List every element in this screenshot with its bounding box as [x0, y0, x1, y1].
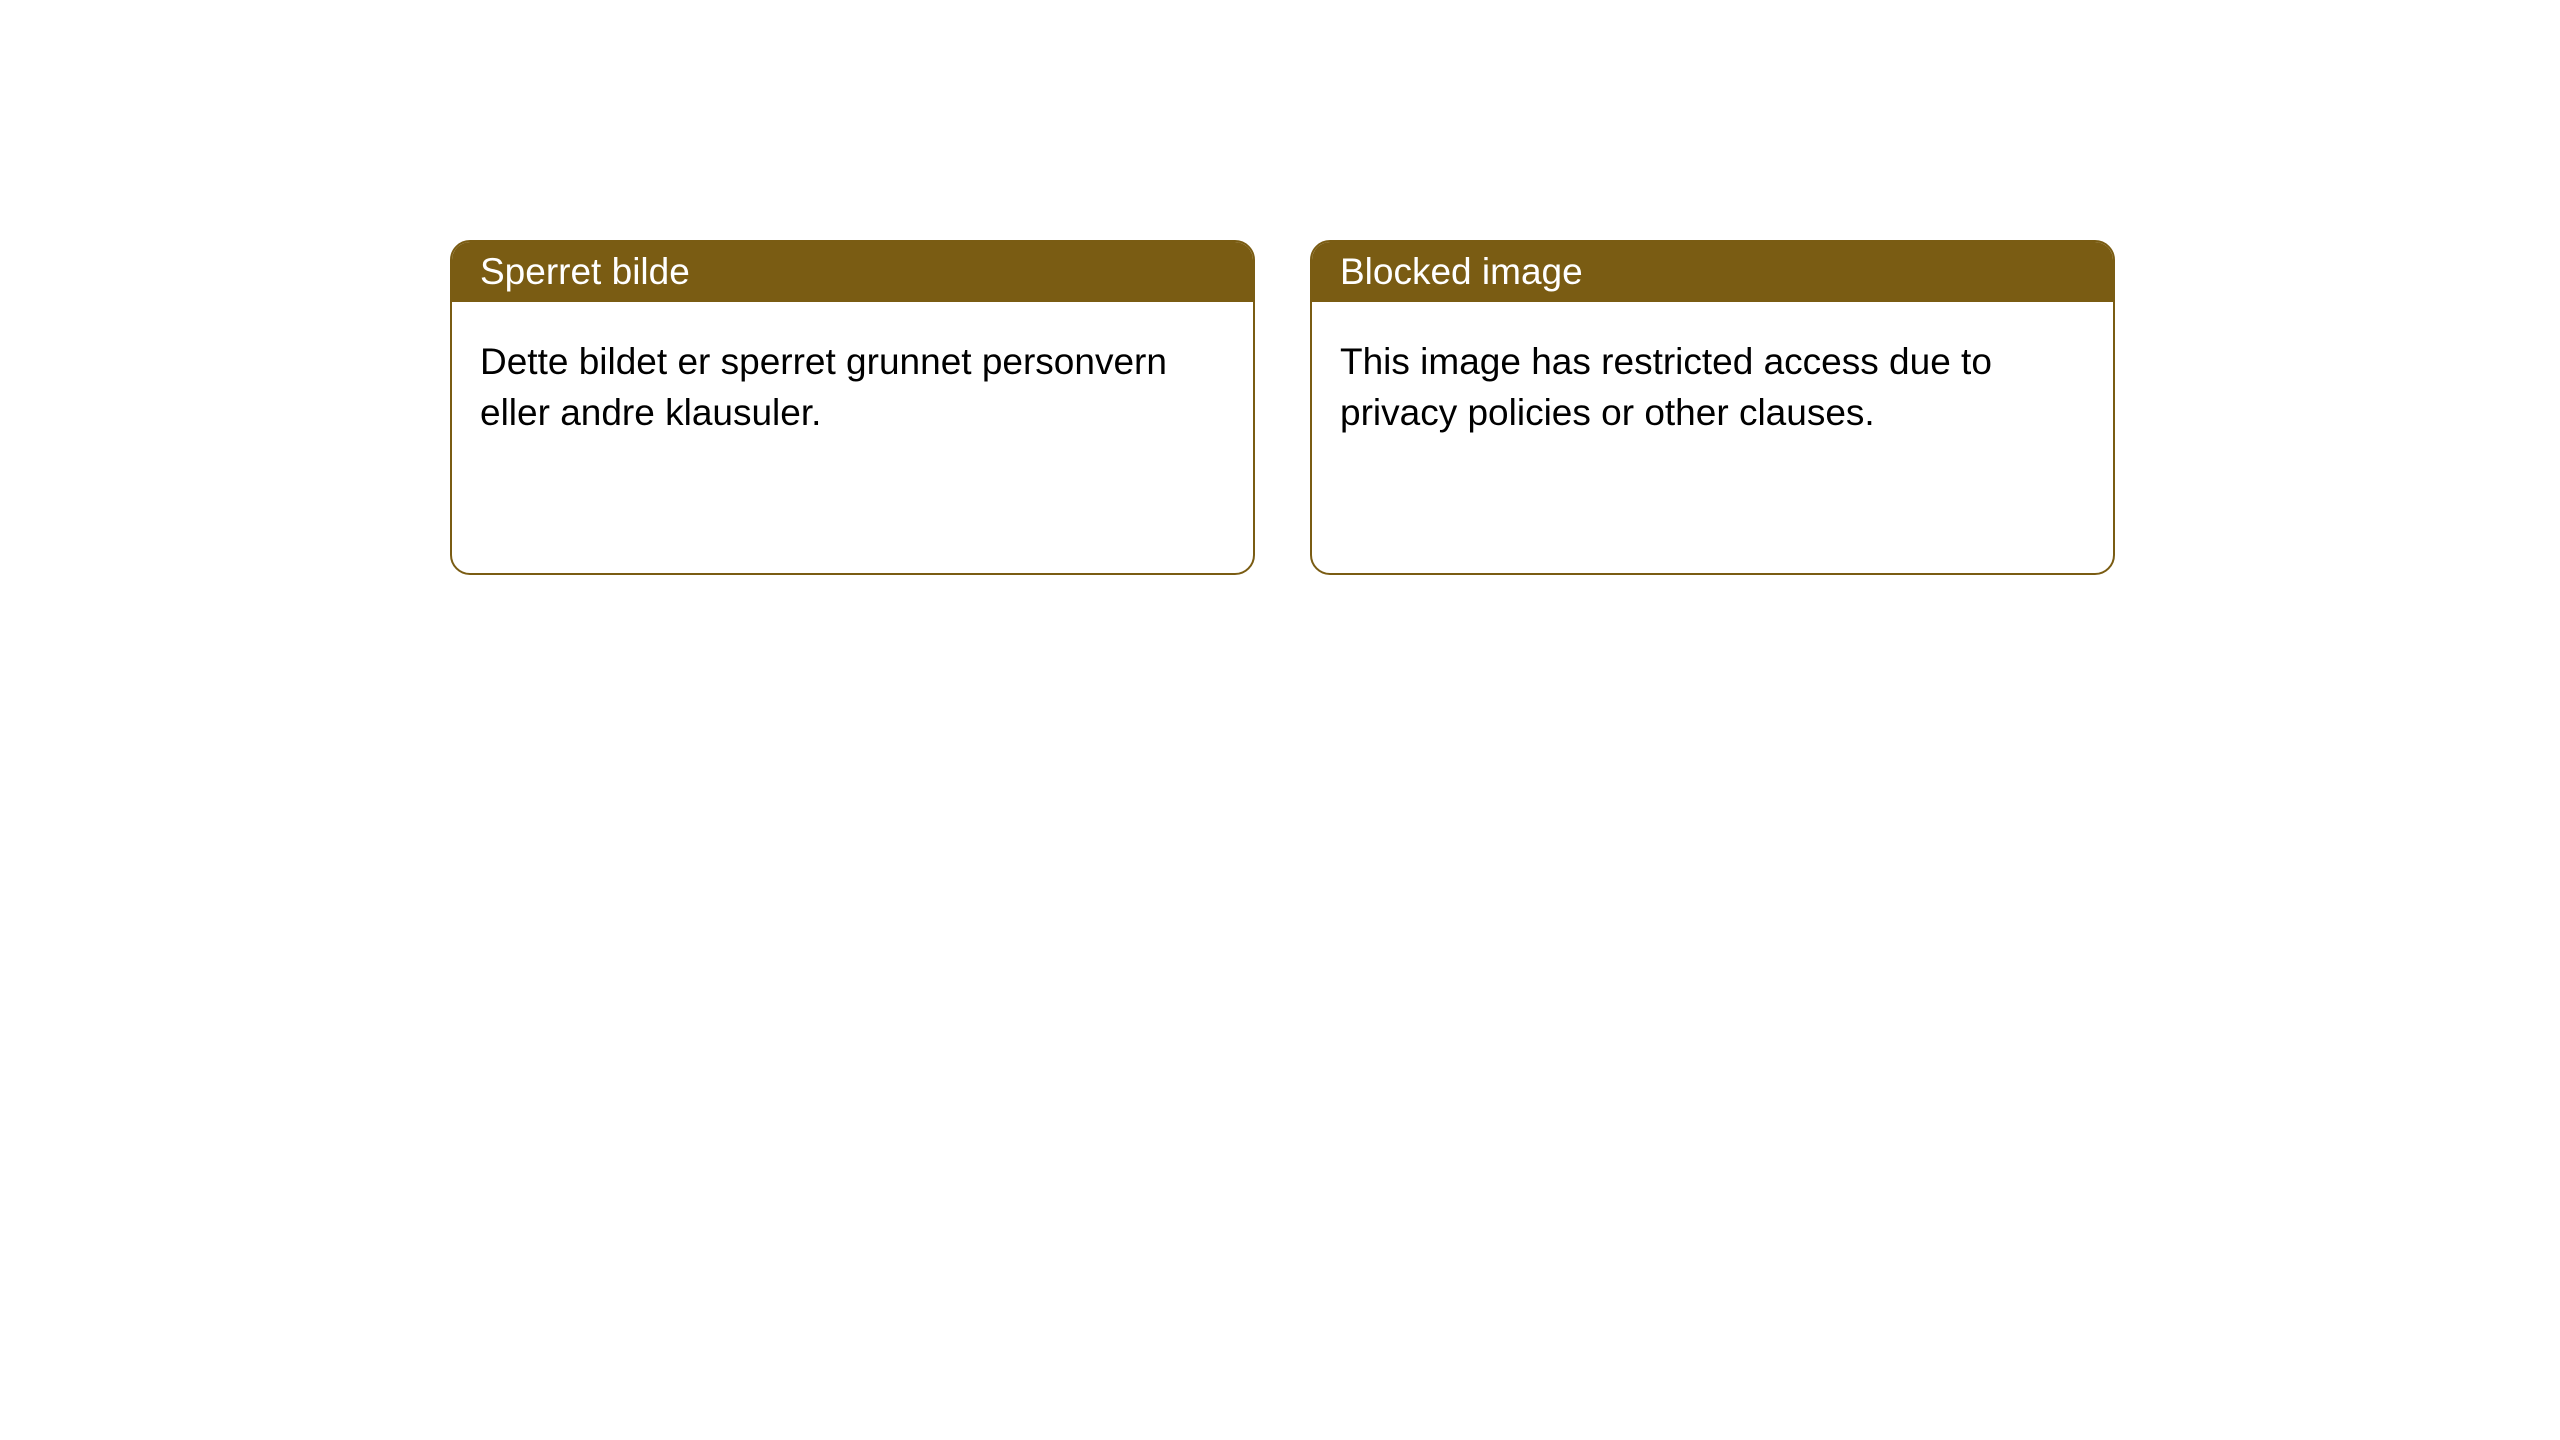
notice-text: This image has restricted access due to …: [1340, 341, 1992, 433]
notice-container: Sperret bilde Dette bildet er sperret gr…: [450, 240, 2115, 575]
notice-title: Blocked image: [1340, 251, 1583, 292]
notice-text: Dette bildet er sperret grunnet personve…: [480, 341, 1167, 433]
notice-card-norwegian: Sperret bilde Dette bildet er sperret gr…: [450, 240, 1255, 575]
notice-body-norwegian: Dette bildet er sperret grunnet personve…: [452, 302, 1253, 472]
notice-header-english: Blocked image: [1312, 242, 2113, 302]
notice-title: Sperret bilde: [480, 251, 690, 292]
notice-body-english: This image has restricted access due to …: [1312, 302, 2113, 472]
notice-card-english: Blocked image This image has restricted …: [1310, 240, 2115, 575]
notice-header-norwegian: Sperret bilde: [452, 242, 1253, 302]
